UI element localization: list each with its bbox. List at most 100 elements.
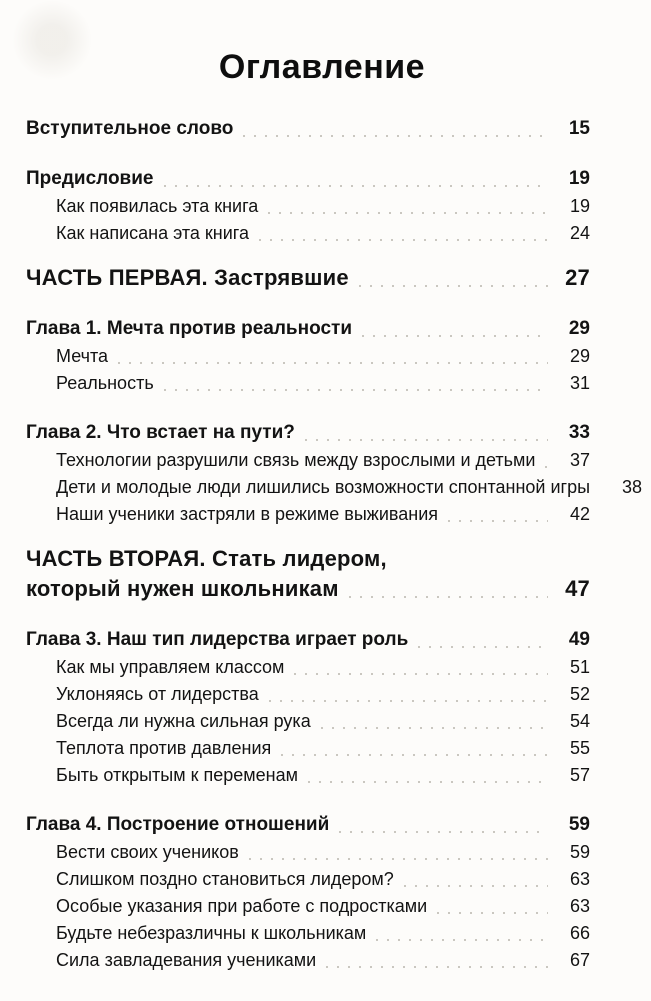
toc-page-number: 59: [569, 842, 590, 862]
dot-leader: [320, 727, 548, 729]
toc-entry-label: Глава 3. Наш тип лидерства играет роль: [26, 629, 409, 650]
toc-page-number: 49: [568, 629, 590, 650]
toc-page-number: 27: [565, 265, 590, 290]
toc-entry-sub: Уклоняясь от лидерства 52: [26, 681, 590, 708]
toc-entry-part: ЧАСТЬ ПЕРВАЯ. Застрявшие 27: [26, 263, 590, 293]
toc-entry-sub: Всегда ли нужна сильная рука 54: [26, 708, 590, 735]
toc-page-number: 54: [569, 711, 590, 731]
dot-leader: [248, 858, 548, 860]
toc-entry-label: Мечта: [56, 346, 109, 366]
toc-page-number: 24: [569, 223, 590, 243]
toc-section: Вступительное слово 15: [26, 115, 590, 143]
toc-entry-label: Слишком поздно становиться лидером?: [56, 869, 394, 889]
toc-entry-label: Быть открытым к переменам: [56, 765, 298, 785]
toc-entry: Предисловие 19: [26, 165, 590, 193]
toc-entry-label: Глава 2. Что встает на пути?: [26, 422, 295, 443]
dot-leader: [258, 239, 548, 241]
dot-leader: [118, 362, 548, 364]
toc-entry-sub: Технологии разрушили связь между взрослы…: [26, 447, 590, 474]
toc-entry-sub: Теплота против давления 55: [26, 735, 590, 762]
toc-entry-sub: Будьте небезразличны к школьникам 66: [26, 920, 590, 947]
toc-entry-part: который нужен школьникам 47: [26, 574, 590, 604]
toc-entry-label: Наши ученики застряли в режиме выживания: [56, 504, 439, 524]
toc-section: Глава 4. Построение отношений 59 Вести сво…: [26, 811, 590, 974]
dot-leader: [418, 646, 548, 648]
dot-leader: [304, 439, 548, 441]
toc-entry-label: Уклоняясь от лидерства: [56, 684, 259, 704]
dot-leader: [348, 596, 548, 598]
toc-entry-label: Как мы управляем классом: [56, 657, 285, 677]
toc-entry: Глава 2. Что встает на пути? 33: [26, 419, 590, 447]
toc-page-number: 67: [569, 950, 590, 970]
toc-entry-label: Теплота против давления: [56, 738, 272, 758]
toc-entry-sub: Наши ученики застряли в режиме выживания…: [26, 501, 590, 528]
dot-leader: [448, 520, 548, 522]
toc-section: Глава 3. Наш тип лидерства играет роль 49…: [26, 626, 590, 789]
toc-entry: Вступительное слово 15: [26, 115, 590, 143]
dot-leader: [437, 912, 548, 914]
toc-section: Глава 2. Что встает на пути? 33 Технологии…: [26, 419, 642, 528]
toc-entry-label: Сила завладевания учениками: [56, 950, 317, 970]
toc-entry-sub: Реальность 31: [26, 370, 590, 397]
toc-page-number: 37: [569, 450, 590, 470]
toc-page-number: 59: [568, 814, 590, 835]
toc-entry-label: Вести своих учеников: [56, 842, 239, 862]
toc-entry-label: ЧАСТЬ ВТОРАЯ. Стать лидером,: [26, 546, 387, 571]
dot-leader: [281, 754, 548, 756]
dot-leader: [268, 700, 548, 702]
toc-entry-label: Глава 1. Мечта против реальности: [26, 318, 352, 339]
toc-entry-sub: Вести своих учеников 59: [26, 839, 590, 866]
toc-section: ЧАСТЬ ПЕРВАЯ. Застрявшие 27: [26, 263, 590, 293]
toc-entry-label: который нужен школьникам: [26, 576, 339, 601]
toc-entry-sub: Быть открытым к переменам 57: [26, 762, 590, 789]
toc-page-number: 42: [569, 504, 590, 524]
toc-section: Предисловие 19 Как появилась эта книга 19 Ка…: [26, 165, 590, 247]
toc-entry-sub: Сила завладевания учениками 67: [26, 947, 590, 974]
toc-entry-label: Будьте небезразличны к школьникам: [56, 923, 367, 943]
toc-section: Глава 1. Мечта против реальности 29 Мечта 2…: [26, 315, 590, 397]
toc-entry-sub: Как появилась эта книга 19: [26, 193, 590, 220]
dot-leader: [545, 466, 548, 468]
toc-entry-sub: Особые указания при работе с подростками…: [26, 893, 590, 920]
toc-entry: Глава 1. Мечта против реальности 29: [26, 315, 590, 343]
dot-leader: [307, 781, 548, 783]
toc-entry: Глава 4. Построение отношений 59: [26, 811, 590, 839]
toc-page-number: 38: [622, 477, 643, 497]
toc-entry-label: Реальность: [56, 373, 154, 393]
toc-list: Вступительное слово 15 Предисловие 19 Как по…: [26, 115, 642, 974]
toc-entry-label: Особые указания при работе с подростками: [56, 896, 428, 916]
toc-page-number: 19: [568, 168, 590, 189]
toc-page-number: 66: [569, 923, 590, 943]
page-title: Оглавление: [218, 48, 426, 86]
toc-entry-sub: Как мы управляем классом 51: [26, 654, 590, 681]
toc-page-number: 63: [569, 869, 590, 889]
toc-page-number: 31: [569, 373, 590, 393]
toc-page-number: 51: [569, 657, 590, 677]
dot-leader: [362, 335, 548, 337]
dot-leader: [163, 185, 548, 187]
toc-entry-sub: Мечта 29: [26, 343, 590, 370]
toc-page-number: 33: [568, 422, 590, 443]
dot-leader: [358, 285, 548, 287]
toc-page-number: 63: [569, 896, 590, 916]
toc-page-number: 29: [569, 346, 590, 366]
dot-leader: [326, 966, 548, 968]
toc-entry-label: Дети и молодые люди лишились возможности…: [56, 477, 591, 497]
toc-entry-label: Вступительное слово: [26, 118, 234, 139]
toc-page-number: 52: [569, 684, 590, 704]
dot-leader: [163, 389, 548, 391]
toc-page-number: 47: [565, 576, 590, 601]
toc-page-number: 57: [569, 765, 590, 785]
dot-leader: [376, 939, 548, 941]
toc-page-number: 19: [569, 196, 590, 216]
toc-entry-label: Технологии разрушили связь между взрослы…: [56, 450, 536, 470]
toc-entry-part: ЧАСТЬ ВТОРАЯ. Стать лидером,: [26, 544, 590, 574]
toc-entry-label: Глава 4. Построение отношений: [26, 814, 330, 835]
dot-leader: [243, 135, 548, 137]
toc-entry-label: Всегда ли нужна сильная рука: [56, 711, 311, 731]
toc-entry-label: Как написана эта книга: [56, 223, 249, 243]
dot-leader: [268, 212, 548, 214]
toc-entry-label: Как появилась эта книга: [56, 196, 259, 216]
toc-entry: Глава 3. Наш тип лидерства играет роль 49: [26, 626, 590, 654]
